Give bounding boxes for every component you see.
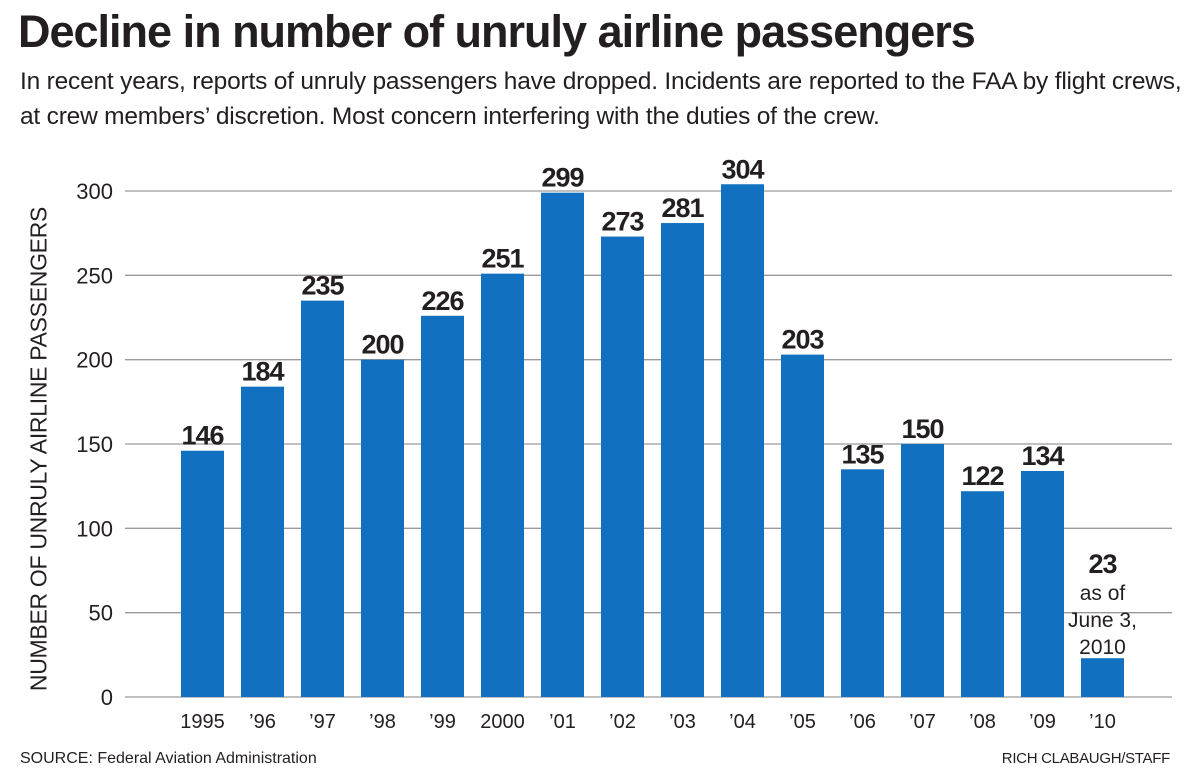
y-tick-labels: 0 50 100 150 200 250 300: [76, 179, 113, 710]
annotation-line: as of: [1080, 582, 1126, 605]
bar: [181, 450, 224, 697]
credit-note: RICH CLABAUGH/STAFF: [1001, 750, 1171, 767]
bar: [541, 192, 584, 698]
data-label: 200: [361, 330, 403, 360]
bar: [961, 491, 1004, 697]
bars: [181, 184, 1124, 698]
x-tick-label: ’03: [669, 711, 696, 733]
data-label: 146: [181, 421, 224, 451]
data-label: 135: [841, 439, 884, 469]
y-tick-label: 100: [76, 516, 113, 541]
x-tick-labels: 1995 ’96 ’97 ’98 ’99 2000 ’01 ’02 ’03 ’04 ’05 ’06 ’0…: [180, 711, 1116, 733]
x-tick-label: ’08: [969, 711, 996, 733]
data-label: 226: [421, 286, 464, 316]
data-label: 251: [481, 244, 524, 274]
bar: [601, 236, 644, 698]
chart-title: Decline in number of unruly airline pass…: [18, 6, 976, 57]
bar: [721, 184, 764, 698]
bar: [1081, 658, 1124, 697]
source-note: SOURCE: Federal Aviation Administration: [20, 750, 317, 767]
x-tick-label: 2000: [480, 711, 525, 733]
y-tick-label: 150: [76, 432, 113, 457]
x-tick-label: ’06: [849, 711, 876, 733]
bar: [361, 359, 404, 697]
data-label: 299: [541, 163, 584, 193]
data-labels: 146 184 235 200 226 251 299 273 281 304 203 135 150 1…: [181, 154, 1118, 579]
x-tick-label: ’96: [249, 711, 276, 733]
bar: [241, 386, 284, 697]
x-tick-label: ’10: [1089, 711, 1116, 733]
y-tick-label: 250: [76, 263, 113, 288]
bar: [661, 223, 704, 697]
bar: [1021, 470, 1064, 697]
y-tick-label: 0: [101, 685, 113, 710]
x-tick-label: ’99: [429, 711, 456, 733]
data-label: 23: [1088, 549, 1117, 579]
x-tick-label: ’07: [909, 711, 936, 733]
x-tick-label: ’09: [1029, 711, 1056, 733]
annotation-line: 2010: [1079, 636, 1126, 659]
x-tick-label: ’98: [369, 711, 396, 733]
x-tick-label: 1995: [180, 711, 225, 733]
data-label: 184: [241, 357, 284, 387]
bar: [781, 354, 824, 697]
data-label: 150: [901, 414, 943, 444]
x-tick-label: ’02: [609, 711, 636, 733]
y-tick-label: 300: [76, 179, 113, 204]
data-label: 235: [301, 271, 344, 301]
y-tick-label: 50: [89, 601, 113, 626]
bar: [421, 315, 464, 697]
data-label: 122: [961, 461, 1003, 491]
annotations: as of June 3, 2010: [1068, 582, 1137, 659]
data-label: 281: [661, 193, 704, 223]
bar: [901, 444, 944, 697]
data-label: 203: [781, 325, 824, 355]
x-tick-label: ’01: [549, 711, 576, 733]
chart-subtitle: In recent years, reports of unruly passe…: [20, 68, 1182, 130]
x-tick-label: ’05: [789, 711, 816, 733]
y-tick-label: 200: [76, 348, 113, 373]
x-tick-label: ’97: [309, 711, 336, 733]
data-label: 273: [601, 207, 644, 237]
x-tick-label: ’04: [729, 711, 756, 733]
annotation-line: June 3,: [1068, 609, 1137, 632]
bar: [301, 300, 344, 697]
bar: [481, 273, 524, 697]
bar: [841, 469, 884, 697]
data-label: 304: [721, 154, 764, 184]
data-label: 134: [1021, 441, 1064, 471]
